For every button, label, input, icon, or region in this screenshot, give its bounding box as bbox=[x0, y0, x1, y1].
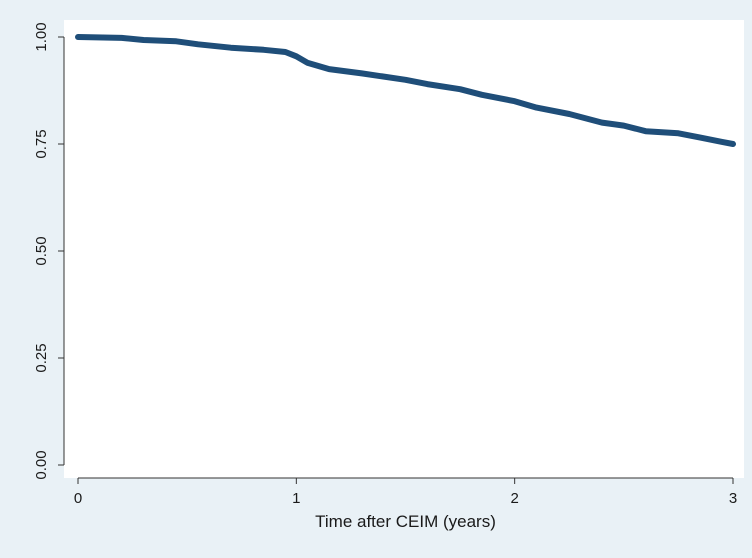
x-tick-label: 0 bbox=[74, 490, 82, 507]
survival-curve-line bbox=[75, 34, 736, 147]
y-tick-label: 0.00 bbox=[33, 450, 50, 479]
x-tick-label: 1 bbox=[292, 490, 300, 507]
series-group bbox=[75, 34, 736, 147]
y-tick-label: 1.00 bbox=[33, 22, 50, 51]
y-tick-label: 0.75 bbox=[33, 129, 50, 158]
x-axis-ticks: 0 1 2 3 bbox=[74, 478, 737, 507]
x-tick-label: 2 bbox=[510, 490, 518, 507]
x-tick-label: 3 bbox=[729, 490, 737, 507]
y-axis-ticks: 0.00 0.25 0.50 0.75 1.00 bbox=[33, 22, 64, 480]
y-tick-label: 0.50 bbox=[33, 236, 50, 265]
x-axis-label: Time after CEIM (years) bbox=[315, 512, 496, 531]
plot-area bbox=[64, 20, 744, 478]
y-tick-label: 0.25 bbox=[33, 343, 50, 372]
